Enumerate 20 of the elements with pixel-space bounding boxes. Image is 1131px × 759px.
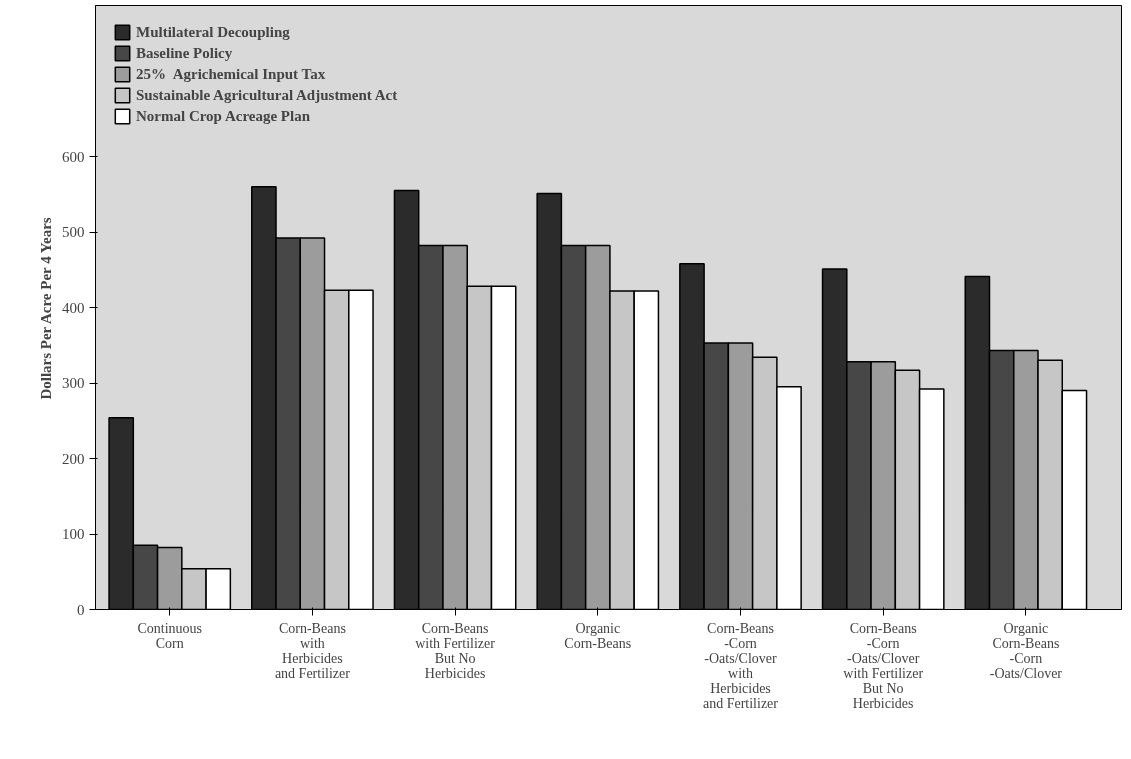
x-tick-label: Organic Corn-Beans	[564, 620, 632, 651]
legend-label: 25% Agrichemical Input Tax	[136, 65, 326, 83]
y-tick-label: 500	[62, 224, 85, 240]
x-tick-label: Corn-Beans -Corn -Oats/Clover with Fertilizer But No Herbicides	[843, 620, 924, 711]
y-tick-label: 400	[62, 299, 85, 316]
y-tick-label: 100	[62, 526, 85, 542]
x-tick-label: Corn-Beans -Corn -Oats/Clover with Herbicides and Fertilizer	[702, 620, 779, 711]
y-tick-label: 0	[77, 601, 85, 618]
legend-label: Baseline Policy	[136, 44, 233, 62]
x-tick-label: Corn-Beans with Fertilizer But No Herbicides	[415, 620, 496, 681]
x-tick-label: Organic Corn-Beans -Corn -Oats/Clover	[989, 620, 1063, 681]
y-tick-label: 600	[62, 148, 85, 165]
y-tick-label: 200	[62, 450, 85, 467]
y-tick-label: 300	[62, 375, 85, 391]
legend-label: Normal Crop Acreage Plan	[136, 107, 311, 125]
y-axis-title: Dollars Per Acre Per 4 Years	[38, 217, 54, 400]
legend-label: Multilateral Decoupling	[136, 23, 290, 41]
x-tick-label: Continuous Corn	[137, 620, 202, 651]
x-tick-label: Corn-Beans with Herbicides and Fertilizer	[274, 620, 351, 681]
legend-label: Sustainable Agricultural Adjustment Act	[136, 86, 398, 104]
